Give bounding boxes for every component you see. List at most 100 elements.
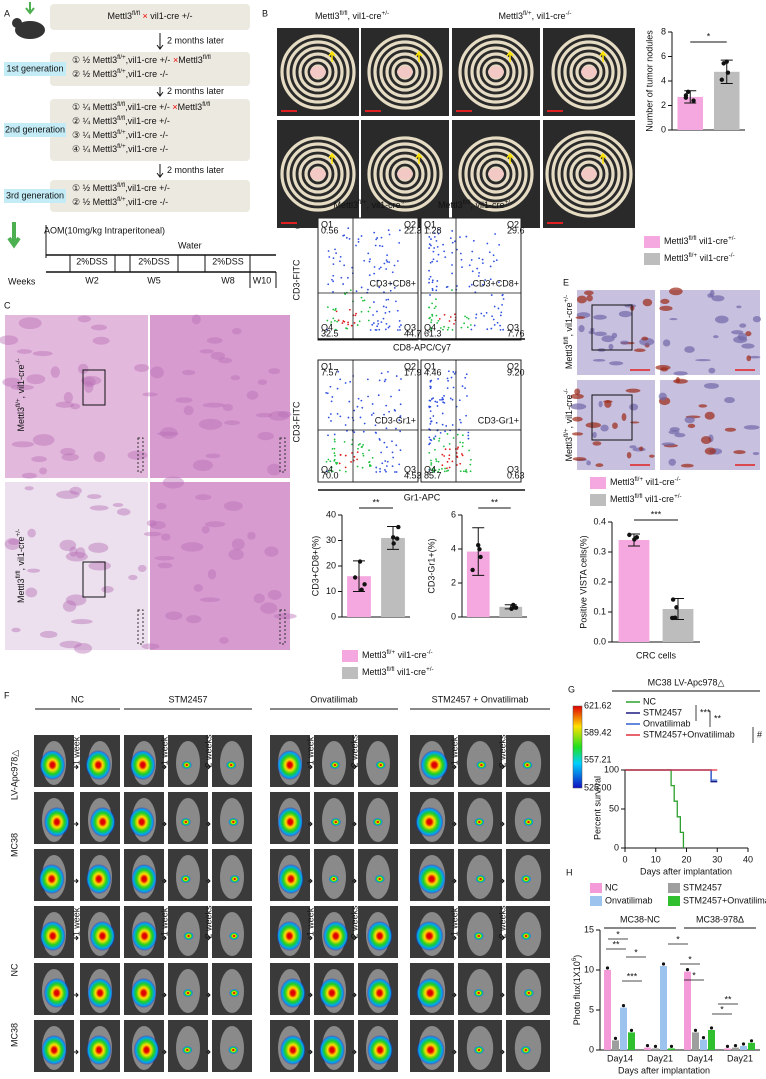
y-tick-label: 0.3	[593, 546, 606, 556]
genotype: Mettl3fl/+, vil1-cre-/-	[333, 199, 406, 210]
text-run: ×	[172, 102, 177, 112]
signal	[130, 978, 157, 1008]
stain	[673, 378, 688, 384]
colon-coil	[569, 154, 609, 194]
group-header: NC	[71, 694, 84, 704]
error-bar	[720, 59, 733, 84]
event	[332, 291, 334, 293]
text-run: Mettl3	[564, 345, 574, 370]
colon-coil	[385, 154, 425, 194]
group-header: Onvatilimab	[310, 694, 358, 704]
legend-swatch	[644, 236, 660, 248]
event	[430, 238, 432, 240]
event	[436, 405, 439, 407]
event	[428, 243, 431, 246]
text-run: +/-	[674, 493, 682, 500]
significance: ***	[700, 707, 711, 717]
event	[368, 461, 370, 464]
tissue	[39, 467, 48, 475]
histology	[150, 482, 290, 650]
histology	[5, 482, 148, 650]
bar	[618, 540, 650, 642]
error-bar	[472, 527, 485, 576]
event	[436, 260, 438, 263]
text-run: , vil1-cre	[564, 394, 574, 428]
text-run: ④ ¼ Mettl3	[72, 144, 117, 154]
quadrant-value: 7.76	[507, 328, 525, 338]
event	[467, 434, 470, 437]
colorbar-label: 589.42	[584, 727, 612, 737]
signal	[417, 864, 446, 894]
signal	[41, 1035, 67, 1065]
event	[399, 329, 401, 331]
quadrant-name: Q4	[424, 322, 436, 332]
signal	[39, 750, 66, 780]
dot	[691, 98, 696, 103]
box	[50, 52, 250, 86]
stain	[669, 318, 678, 321]
event	[330, 323, 332, 326]
signal	[420, 750, 449, 780]
event	[356, 465, 359, 468]
tissue	[56, 490, 80, 499]
event	[484, 279, 487, 281]
group-header: STM2457	[168, 694, 207, 704]
genotype: Mettl3fl/+, vil1-cre-/-	[498, 10, 571, 21]
x-tick-label: Day21	[647, 1053, 673, 1063]
colon-coil	[373, 40, 437, 104]
event	[441, 453, 444, 456]
stain	[633, 348, 646, 353]
dot	[605, 966, 610, 970]
flow-plot	[317, 217, 419, 341]
signal	[128, 807, 155, 837]
event	[360, 310, 363, 313]
cross-line: ② ¼ Mettl3fl/fl,vil1-cre +/-	[72, 115, 170, 126]
event	[428, 436, 431, 439]
tissue	[55, 401, 75, 408]
event	[447, 326, 450, 329]
dot	[669, 1044, 674, 1048]
event	[435, 239, 438, 242]
text-run: ,vil1-cre +/-	[125, 116, 170, 126]
legend-swatch	[644, 253, 660, 265]
tissue	[59, 640, 82, 649]
event	[326, 392, 329, 395]
event	[360, 399, 363, 402]
event	[435, 314, 438, 317]
stain	[570, 403, 587, 410]
event	[485, 312, 488, 314]
quadrant-value: 4.53	[404, 470, 422, 480]
tissue	[198, 418, 223, 430]
colon-coil	[458, 34, 534, 110]
colon-coil	[545, 130, 633, 218]
dot	[725, 1044, 730, 1048]
tissue	[70, 403, 81, 410]
tissue	[27, 568, 41, 573]
event	[362, 454, 365, 457]
significance: *	[692, 970, 696, 980]
quadrant-name: Q1	[321, 361, 333, 371]
stain	[736, 305, 742, 309]
stain	[608, 361, 624, 366]
text-run: ① ¼ Mettl3	[72, 102, 117, 112]
stain	[659, 305, 673, 311]
label: Weeks	[8, 276, 36, 286]
gate-label: CD3-Gr1+	[375, 415, 416, 425]
text-run: , vil1-cre	[367, 200, 401, 210]
event	[380, 236, 383, 239]
tissue	[218, 357, 232, 364]
event	[353, 455, 356, 458]
text-run: fl/+	[117, 54, 126, 61]
event	[388, 233, 391, 236]
dot	[683, 93, 689, 98]
tissue	[11, 627, 21, 633]
signal	[180, 818, 191, 826]
zoom-box	[591, 394, 633, 441]
arrow	[74, 821, 79, 827]
quadrant-name: Q1	[321, 219, 333, 229]
event	[335, 463, 338, 465]
event	[441, 412, 444, 415]
event	[399, 430, 402, 433]
stain	[680, 463, 694, 468]
tissue	[182, 369, 196, 376]
